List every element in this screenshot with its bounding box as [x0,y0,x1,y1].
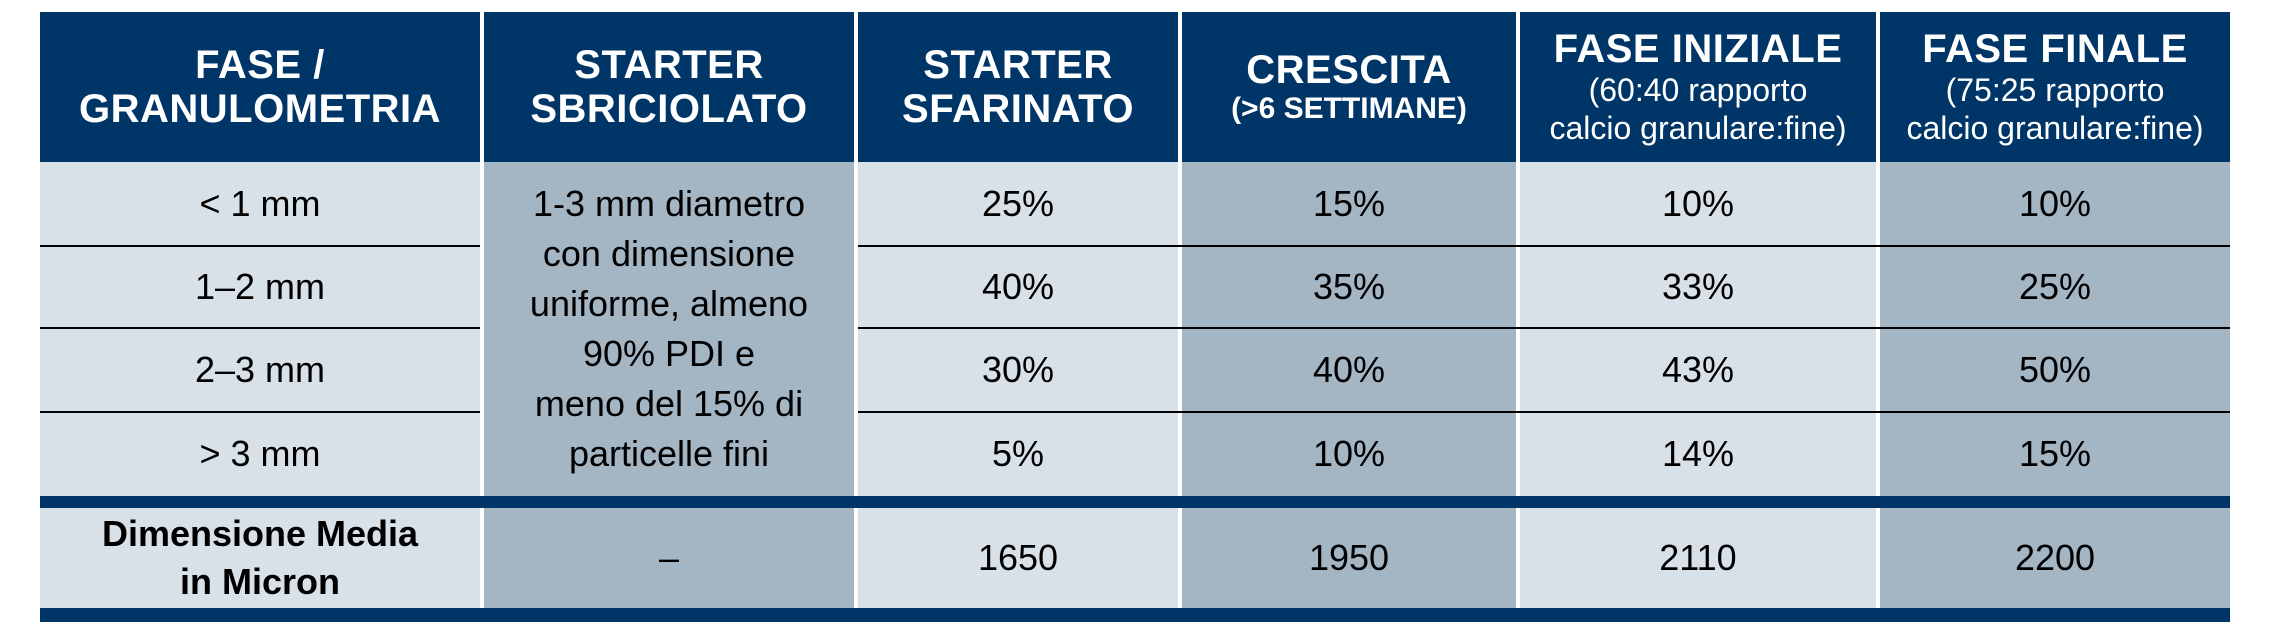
header-fase-granulometria-label: FASE / GRANULOMETRIA [78,43,442,131]
cell-crescita: 40% [1182,328,1516,412]
row-label-1-2mm: 1–2 mm [40,246,480,328]
starter-sbriciolato-note-text: 1-3 mm diametro con dimensione uniforme,… [529,183,809,474]
starter-sbriciolato-note: 1-3 mm diametro con dimensione uniforme,… [484,162,854,496]
header-fase-finale: FASE FINALE (75:25 rapporto calcio granu… [1880,12,2230,162]
table-bottom-rule [40,608,2230,622]
row-divider [858,411,2230,413]
row-label-lt1mm: < 1 mm [40,162,480,246]
cell-starter-sfarinato: 25% [858,162,1178,246]
row-divider [858,327,2230,329]
cell-fase-finale: 10% [1880,162,2230,246]
row-divider [40,327,480,329]
row-divider [40,411,480,413]
cell-crescita: 10% [1182,412,1516,496]
cell-fase-finale: 15% [1880,412,2230,496]
granulometry-table: FASE / GRANULOMETRIA STARTER SBRICIOLATO… [40,12,2230,622]
cell-fase-finale: 50% [1880,328,2230,412]
row-label-gt3mm: > 3 mm [40,412,480,496]
footer-starter-sbriciolato: – [484,508,854,608]
header-starter-sfarinato: STARTER SFARINATO [858,12,1178,162]
cell-fase-iniziale: 43% [1520,328,1876,412]
header-fase-granulometria: FASE / GRANULOMETRIA [40,12,480,162]
header-fase-iniziale-label: FASE INIZIALE [1553,27,1843,71]
header-starter-sbriciolato-label: STARTER SBRICIOLATO [530,43,808,131]
header-starter-sbriciolato: STARTER SBRICIOLATO [484,12,854,162]
cell-fase-finale: 25% [1880,246,2230,328]
cell-crescita: 15% [1182,162,1516,246]
header-fase-iniziale-sub: (60:40 rapporto calcio granulare:fine) [1549,72,1847,146]
header-fase-iniziale: FASE INIZIALE (60:40 rapporto calcio gra… [1520,12,1876,162]
header-crescita: CRESCITA (>6 SETTIMANE) [1182,12,1516,162]
cell-crescita: 35% [1182,246,1516,328]
footer-starter-sfarinato: 1650 [858,508,1178,608]
footer-fase-iniziale: 2110 [1520,508,1876,608]
footer-label-text: Dimensione Media in Micron [101,513,419,602]
row-label-2-3mm: 2–3 mm [40,328,480,412]
cell-fase-iniziale: 33% [1520,246,1876,328]
header-fase-finale-label: FASE FINALE [1922,27,2188,71]
cell-fase-iniziale: 14% [1520,412,1876,496]
header-crescita-label: CRESCITA [1246,48,1452,92]
row-divider [40,245,480,247]
header-starter-sfarinato-label: STARTER SFARINATO [902,43,1134,131]
footer-label: Dimensione Media in Micron [40,508,480,608]
footer-fase-finale: 2200 [1880,508,2230,608]
cell-starter-sfarinato: 30% [858,328,1178,412]
cell-fase-iniziale: 10% [1520,162,1876,246]
row-divider [858,245,2230,247]
cell-starter-sfarinato: 5% [858,412,1178,496]
footer-top-rule [40,496,2230,508]
header-fase-finale-sub: (75:25 rapporto calcio granulare:fine) [1906,72,2204,146]
footer-crescita: 1950 [1182,508,1516,608]
header-crescita-sub: (>6 SETTIMANE) [1231,92,1467,125]
cell-starter-sfarinato: 40% [858,246,1178,328]
